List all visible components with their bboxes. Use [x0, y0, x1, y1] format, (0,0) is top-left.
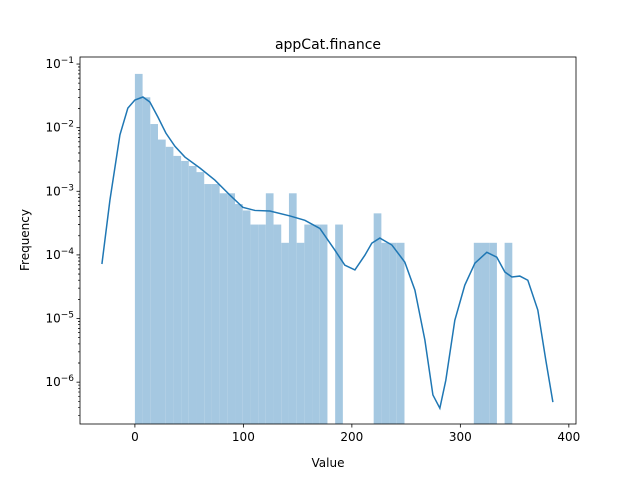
- bar: [265, 193, 274, 424]
- bar: [250, 224, 259, 424]
- x-tick-label: 400: [557, 430, 580, 444]
- bar: [481, 242, 490, 424]
- bar: [381, 242, 390, 424]
- y-tick-label: 10−2: [45, 120, 74, 135]
- bar: [227, 193, 236, 424]
- bar: [373, 213, 382, 424]
- bar: [335, 224, 343, 424]
- bar: [181, 160, 189, 424]
- bar: [219, 193, 228, 424]
- y-tick-label: 10−6: [45, 374, 74, 389]
- bar: [504, 242, 513, 424]
- bar: [165, 146, 174, 424]
- bar: [319, 224, 328, 424]
- x-tick-label: 200: [340, 430, 363, 444]
- y-tick-label: 10−3: [45, 183, 74, 198]
- x-tick-label: 0: [131, 430, 139, 444]
- bar: [473, 242, 482, 424]
- bar: [281, 242, 289, 424]
- bar: [204, 184, 212, 424]
- x-tick-label: 300: [449, 430, 472, 444]
- bar: [489, 242, 497, 424]
- chart-title: appCat.finance: [275, 37, 381, 53]
- bar: [273, 224, 282, 424]
- y-tick-label: 10−1: [45, 56, 74, 71]
- x-axis-label: Value: [312, 456, 345, 470]
- bar: [150, 124, 159, 424]
- y-tick-label: 10−5: [45, 311, 74, 326]
- bar: [389, 242, 397, 424]
- bar: [188, 165, 197, 424]
- bar: [173, 155, 182, 425]
- plot-frame: [79, 56, 577, 425]
- bar: [242, 210, 251, 424]
- bar: [258, 224, 266, 424]
- bar: [211, 184, 220, 424]
- bar: [196, 172, 205, 424]
- bar: [312, 224, 320, 424]
- kde-line: [101, 96, 554, 411]
- bar: [396, 242, 405, 424]
- bar: [142, 97, 151, 424]
- bar: [304, 224, 313, 424]
- bar: [296, 242, 305, 424]
- bar: [158, 139, 166, 424]
- y-tick-label: 10−4: [45, 247, 74, 262]
- x-tick-label: 100: [232, 430, 255, 444]
- bar: [235, 204, 243, 424]
- bar: [288, 193, 297, 424]
- y-axis-label: Frequency: [18, 209, 32, 271]
- bar: [134, 73, 143, 425]
